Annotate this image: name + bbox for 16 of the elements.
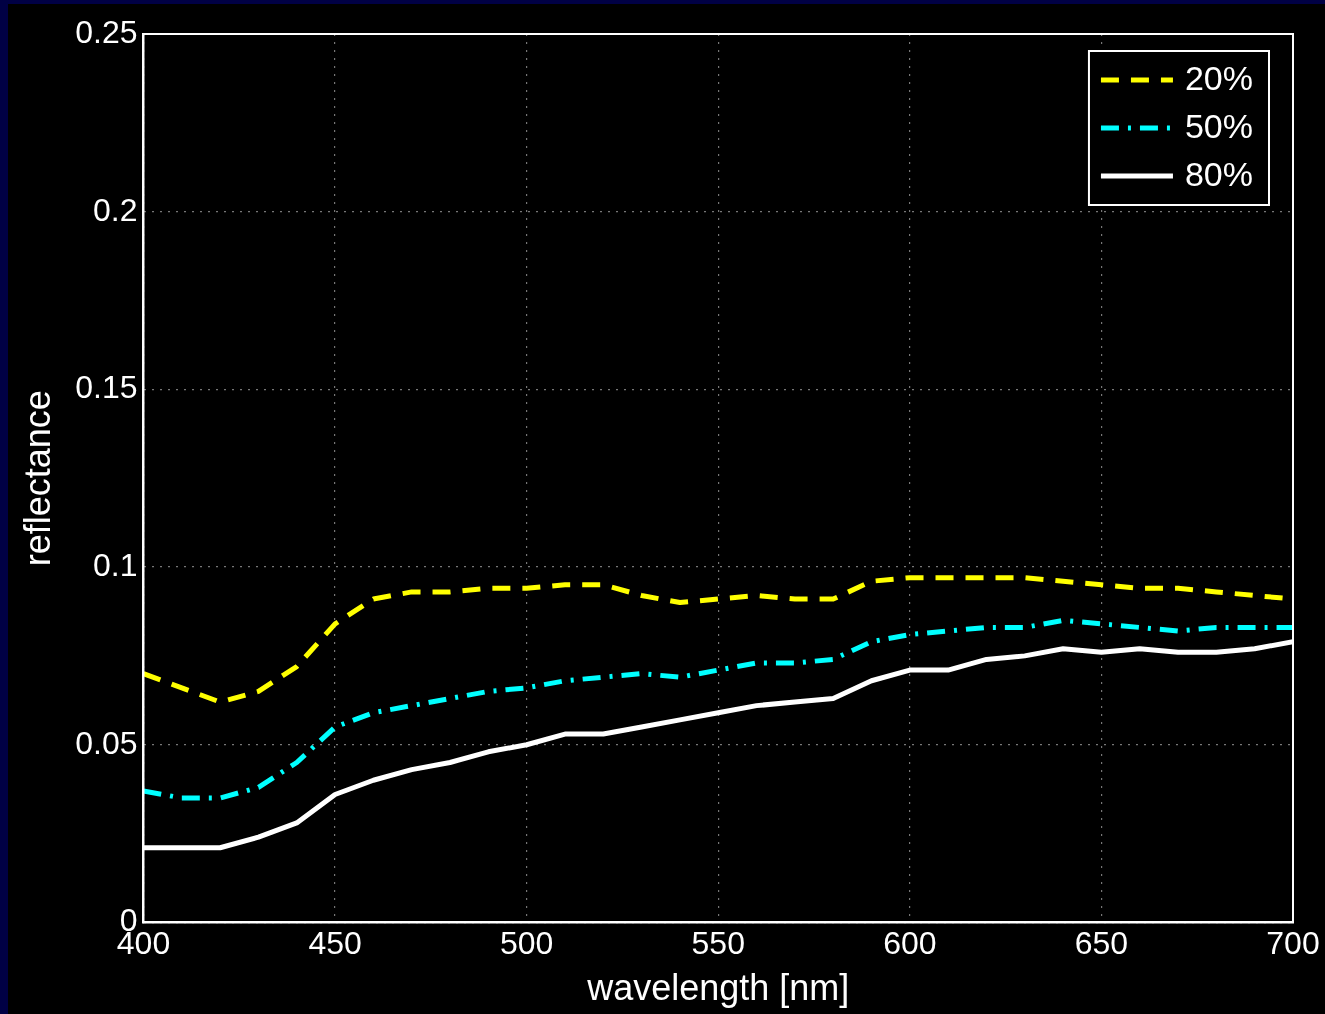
y-tick-label: 0.05 [75, 724, 138, 761]
x-axis-title: wavelength [nm] [586, 967, 850, 1009]
y-axis-title: reflectance [16, 390, 58, 567]
x-tick-label: 550 [691, 925, 745, 962]
x-tick-label: 700 [1266, 925, 1320, 962]
x-tick-label: 600 [883, 925, 937, 962]
x-tick-label: 650 [1074, 925, 1129, 962]
legend-label: 80% [1184, 155, 1254, 194]
y-tick-label: 0.25 [75, 13, 138, 50]
y-tick-label: 0.1 [93, 546, 138, 583]
y-tick-label: 0.2 [93, 191, 138, 228]
x-tick-label: 450 [308, 925, 362, 962]
y-tick-label: 0.15 [75, 369, 138, 406]
legend-label: 20% [1184, 59, 1254, 98]
legend-label: 50% [1184, 107, 1254, 146]
x-tick-label: 500 [499, 925, 554, 962]
